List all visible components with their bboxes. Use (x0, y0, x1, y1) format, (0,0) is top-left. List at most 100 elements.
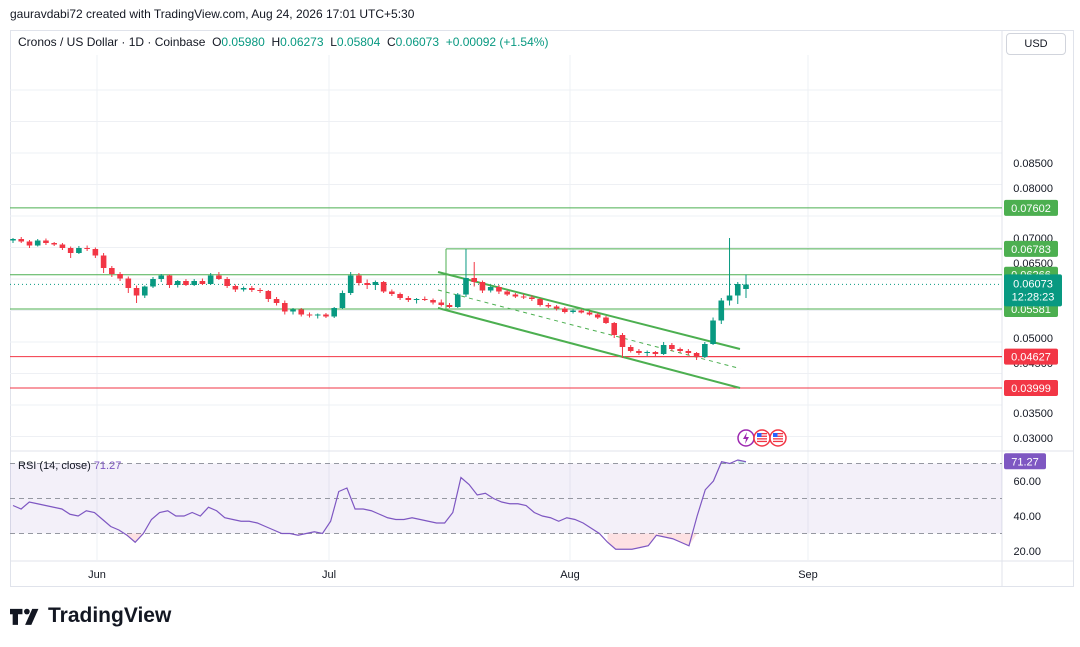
candle (487, 285, 494, 293)
candle (743, 274, 749, 298)
candle-body (290, 309, 296, 312)
candle (603, 316, 609, 324)
rsi-badge-label: 71.27 (1011, 456, 1039, 468)
tradingview-logo-icon (10, 608, 39, 625)
candle-body (265, 291, 272, 299)
candle (125, 276, 132, 293)
flag-stripe (773, 438, 783, 440)
candle-body (67, 248, 74, 253)
candle-body (644, 352, 650, 353)
candle-body (18, 239, 25, 242)
time-tick-label: Sep (798, 569, 818, 581)
candle-body (257, 290, 263, 291)
candle-body (553, 306, 560, 309)
candle-body (619, 335, 626, 347)
candle-body (471, 278, 478, 282)
rsi-oversold-fill (607, 533, 616, 550)
flag-stripe (757, 440, 767, 443)
rsi-label[interactable]: RSI (14, close) (18, 460, 91, 472)
candle (191, 279, 197, 286)
candle (446, 303, 453, 308)
event-icons (737, 429, 787, 447)
candle-body (109, 268, 115, 274)
candle-body (627, 347, 634, 351)
candle (397, 292, 403, 300)
rsi-tick-label: 60.00 (1013, 476, 1041, 488)
candle (281, 300, 288, 315)
candle (570, 309, 576, 314)
candle (413, 298, 420, 304)
candle-body (273, 299, 280, 303)
lightning-event-icon (737, 429, 755, 447)
candle (726, 238, 733, 306)
candle (734, 282, 741, 304)
candle (594, 313, 601, 319)
candle-body (224, 279, 230, 286)
candle (619, 333, 626, 358)
candle-body (718, 300, 725, 321)
candle (133, 285, 140, 303)
candle-body (520, 296, 527, 298)
symbol-legend: Cronos / US Dollar · 1D · Coinbase O0.05… (18, 35, 548, 49)
tradingview-logo[interactable]: TradingView (10, 604, 171, 628)
high-label: H (271, 35, 281, 49)
candle (504, 290, 510, 296)
candle-body (504, 291, 510, 295)
candle (100, 253, 107, 273)
currency-button[interactable]: USD (1006, 33, 1066, 55)
candle (636, 349, 642, 355)
candle-body (141, 286, 148, 296)
candle (158, 274, 165, 282)
candle-body (84, 248, 90, 249)
candle (240, 286, 247, 292)
candle-body (10, 239, 16, 241)
candle-body (586, 312, 593, 315)
symbol-name[interactable]: Cronos / US Dollar · 1D · Coinbase (18, 35, 206, 49)
candle-body (199, 281, 206, 284)
lightning-glyph (743, 432, 749, 444)
candle (553, 305, 560, 311)
flag-stripe (757, 433, 767, 435)
candle-body (438, 302, 445, 305)
candle-body (117, 274, 123, 279)
candle (520, 294, 527, 299)
candle-body (34, 240, 41, 246)
candle-body (734, 284, 741, 296)
candle (207, 273, 214, 285)
candle-body (726, 295, 733, 301)
candle-body (454, 294, 461, 307)
candlestick-series (10, 237, 749, 360)
horizontal-levels (10, 207, 1002, 389)
time-tick-label: Aug (560, 569, 580, 581)
candle (67, 246, 74, 258)
candle-body (158, 275, 165, 279)
candle (611, 322, 618, 338)
candle (174, 280, 181, 288)
candle (150, 277, 156, 288)
candle-body (611, 323, 618, 335)
event-icon-ring (769, 429, 787, 447)
candle-body (529, 297, 535, 299)
candle (512, 293, 519, 298)
candle (356, 273, 362, 286)
price-badge-bg (1004, 380, 1058, 397)
candle (438, 299, 445, 307)
candle-body (545, 305, 552, 307)
rsi-oversold-fill (615, 533, 624, 550)
candle-body (496, 287, 502, 292)
event-icon-ring (753, 429, 771, 447)
candle (84, 245, 90, 251)
rsi-value-badge: 71.27 (1004, 453, 1046, 470)
time-tick-label: Jun (88, 569, 106, 581)
candle-body (183, 281, 189, 285)
candle-body (166, 275, 173, 285)
rsi-legend: RSI (14, close) 71.27 (18, 460, 121, 472)
candle-body (463, 278, 469, 295)
candle (273, 297, 280, 306)
candle (677, 347, 683, 353)
flag-stripe (773, 435, 783, 437)
candle (18, 237, 25, 243)
candle (166, 274, 173, 288)
